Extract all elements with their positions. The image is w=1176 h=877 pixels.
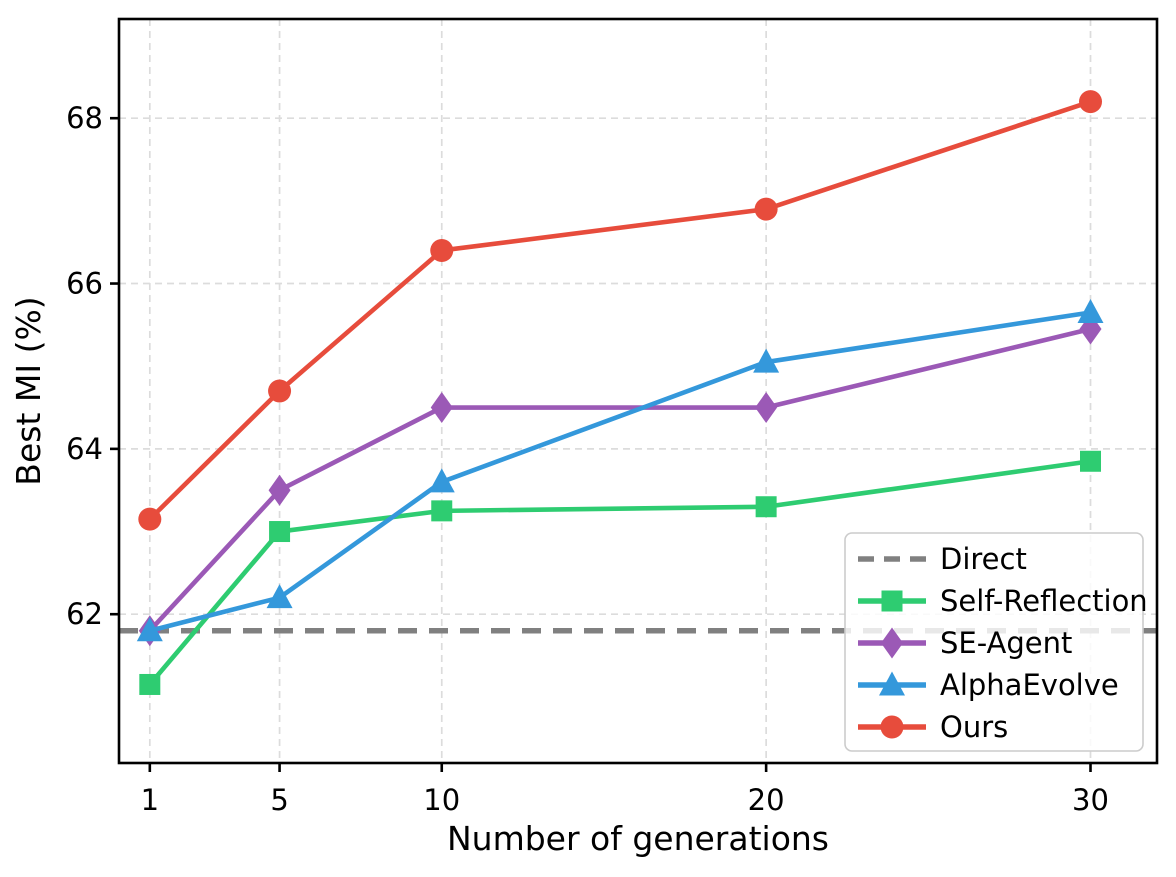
legend-label: Ours <box>940 710 1008 744</box>
series-line <box>147 99 1093 522</box>
legend-item-se-agent: SE-Agent <box>858 626 1072 660</box>
square-marker <box>269 521 291 543</box>
diamond-marker <box>430 392 453 424</box>
legend-item-alphaevolve: AlphaEvolve <box>858 668 1119 702</box>
legend-label: Direct <box>940 542 1027 576</box>
circle-marker <box>754 197 778 221</box>
triangle-marker <box>753 348 780 373</box>
legend: Direct Self-Reflection SE-Agent AlphaEvolve… <box>844 532 1148 752</box>
diamond-marker <box>268 474 291 506</box>
x-tick-label: 5 <box>270 783 288 817</box>
legend-diamond-marker <box>881 627 903 659</box>
y-tick-label: 66 <box>66 267 103 301</box>
series-alphaevolve <box>136 298 1104 642</box>
square-marker <box>1080 450 1102 472</box>
y-axis-label: Best MI (%) <box>9 296 48 485</box>
plot-border <box>117 17 1159 765</box>
data-series <box>119 90 1157 695</box>
circle-marker <box>430 238 454 262</box>
axes-frame <box>117 17 1159 765</box>
triangle-marker <box>266 584 293 609</box>
triangle-marker <box>1077 298 1104 323</box>
square-marker <box>755 496 777 518</box>
x-tick-label: 20 <box>748 783 785 817</box>
x-tick-label: 10 <box>423 783 460 817</box>
legend-label: SE-Agent <box>940 626 1072 660</box>
axis-ticks: 1 5 10 20 30 62 64 66 68 <box>66 101 1109 817</box>
legend-triangle-marker <box>879 671 905 696</box>
circle-marker <box>138 507 162 531</box>
x-tick-label: 1 <box>141 783 159 817</box>
x-tick-label: 30 <box>1072 783 1109 817</box>
diamond-marker <box>755 392 778 424</box>
legend-square-marker <box>881 590 903 612</box>
legend-label: Self-Reflection <box>940 584 1148 618</box>
legend-item-ours: Ours <box>858 710 1008 744</box>
square-marker <box>139 673 161 695</box>
legend-box <box>844 532 1144 752</box>
legend-item-self-reflection: Self-Reflection <box>858 584 1148 618</box>
series-self-reflection <box>139 450 1102 695</box>
triangle-marker <box>428 468 455 493</box>
circle-marker <box>1079 90 1103 114</box>
circle-marker <box>268 379 292 403</box>
triangle-marker <box>136 617 163 642</box>
y-tick-label: 64 <box>66 432 103 466</box>
legend-circle-marker <box>880 715 904 739</box>
y-tick-label: 68 <box>66 101 103 135</box>
legend-label: AlphaEvolve <box>940 668 1119 702</box>
square-marker <box>431 500 453 522</box>
x-axis-label: Number of generations <box>447 819 829 858</box>
legend-item-direct: Direct <box>858 542 1027 576</box>
series-ours <box>138 90 1103 531</box>
y-tick-label: 62 <box>66 597 103 631</box>
